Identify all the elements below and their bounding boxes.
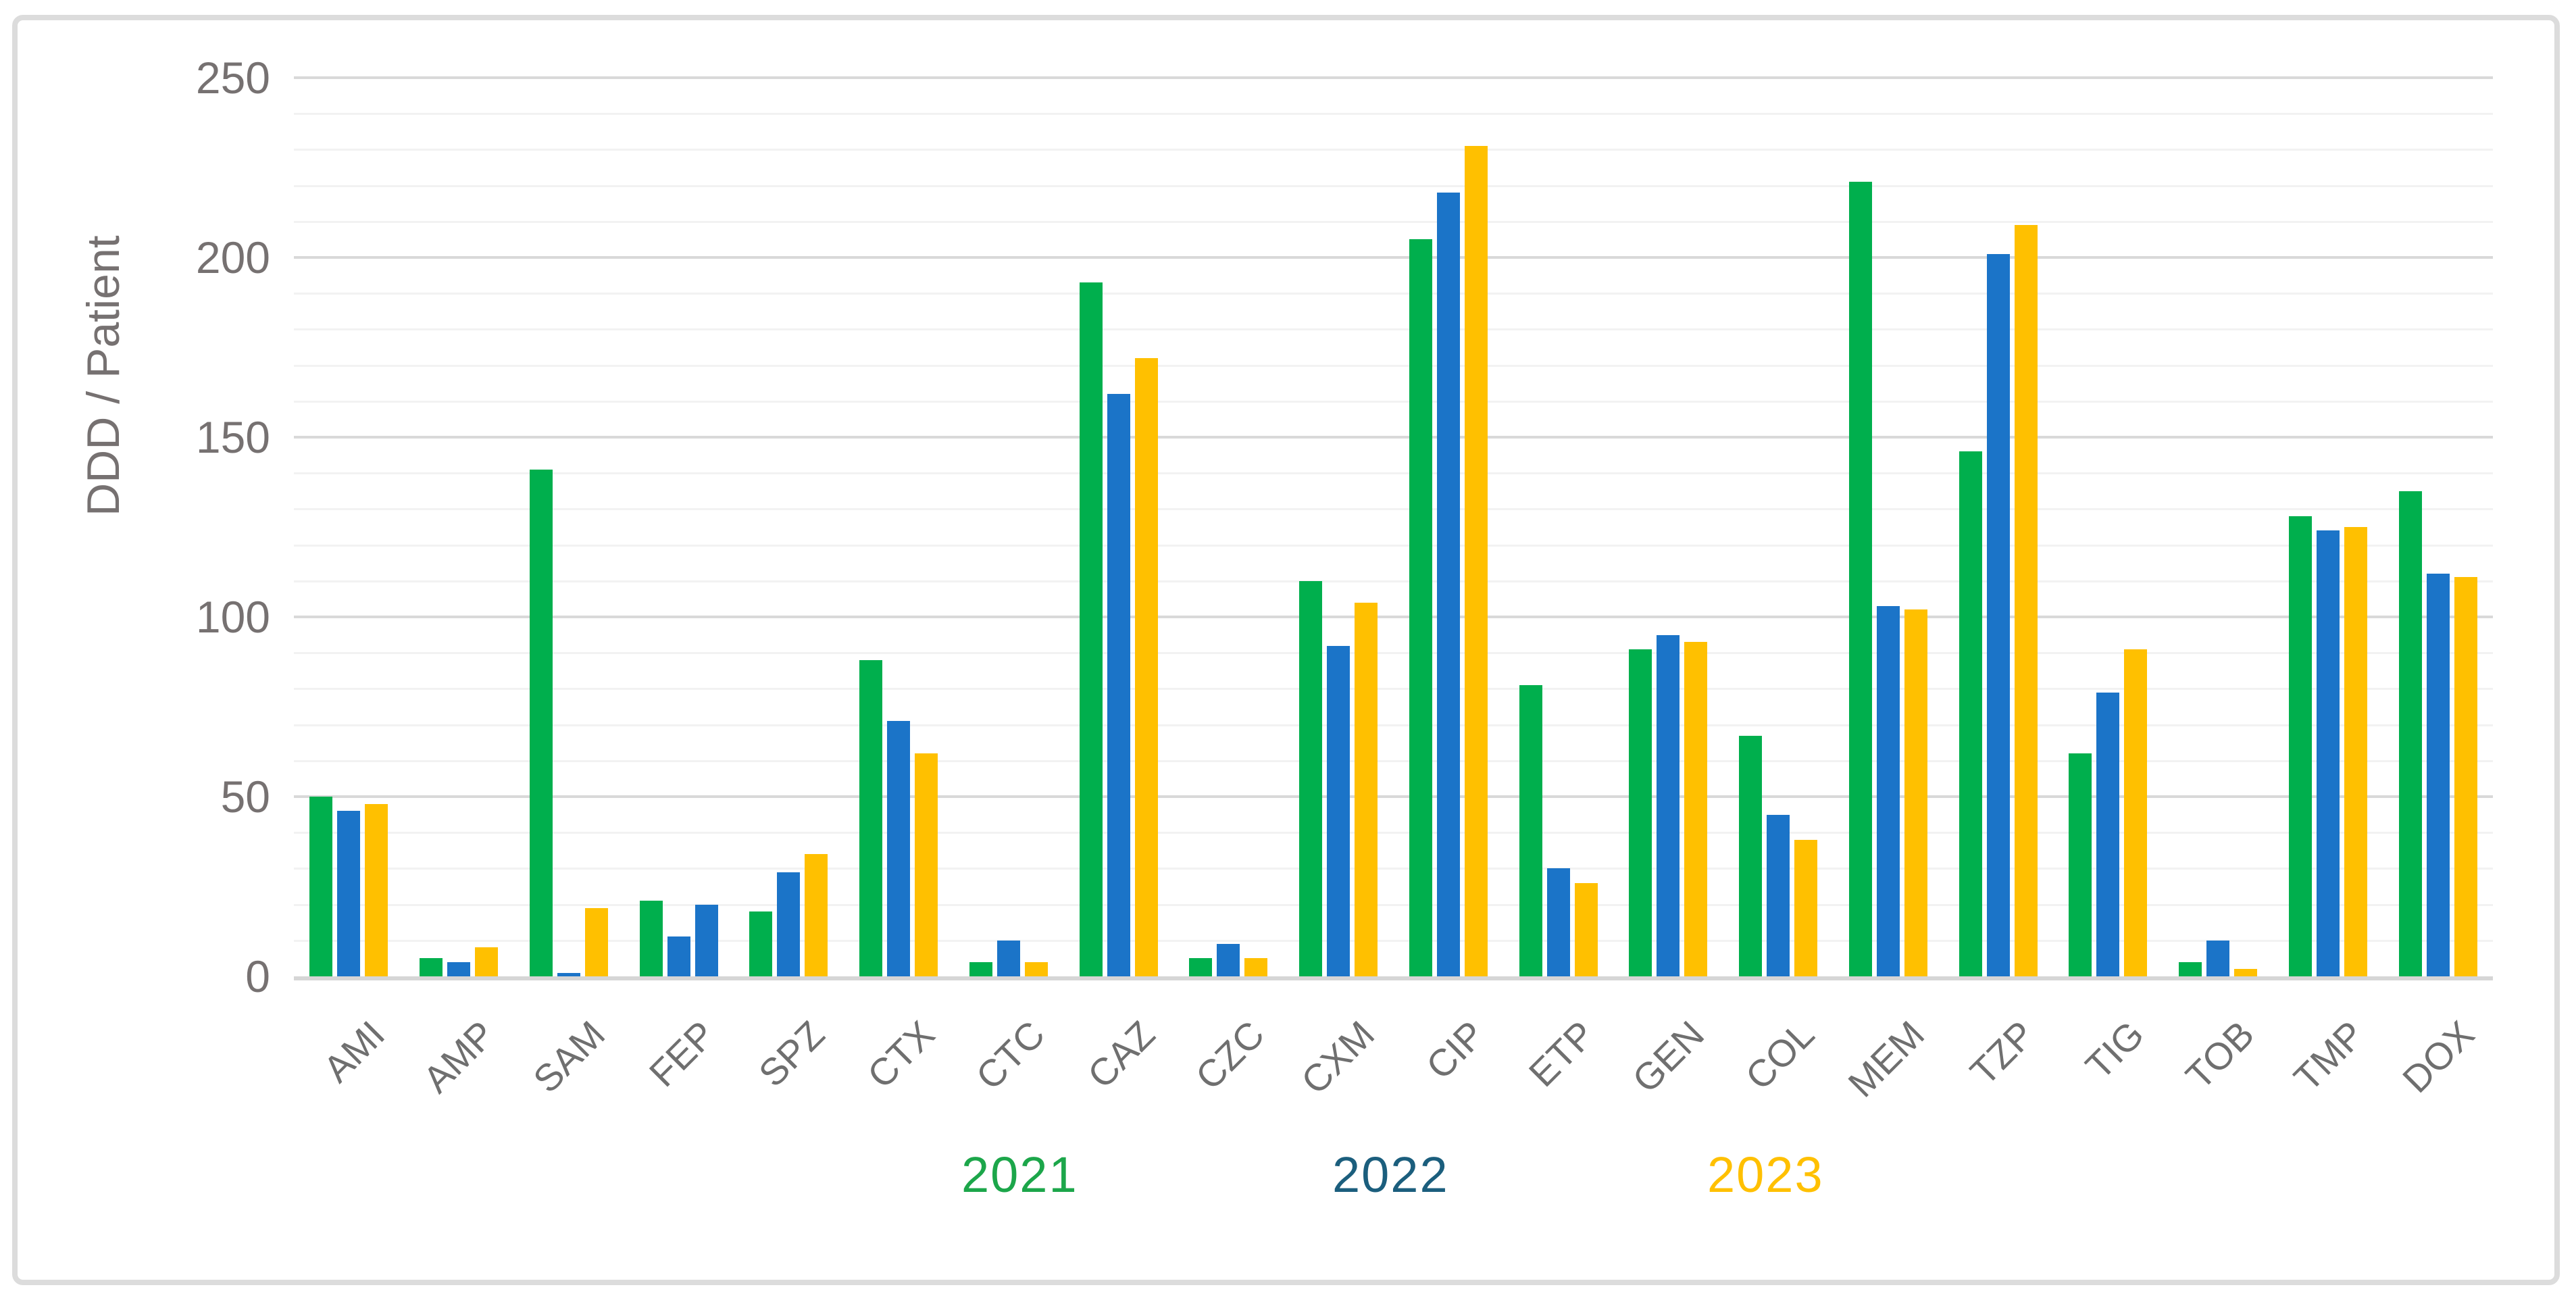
bar-COL-2022 [1767, 814, 1790, 976]
bar-TZP-2021 [1959, 451, 1982, 976]
y-tick-label-50: 50 [220, 772, 270, 822]
bar-TIG-2021 [2069, 753, 2092, 976]
bar-CAZ-2022 [1107, 394, 1130, 976]
bar-MEM-2023 [1904, 609, 1927, 976]
bar-TMP-2022 [2316, 530, 2340, 976]
bar-MEM-2021 [1848, 182, 1872, 976]
bar-MEM-2022 [1876, 606, 1900, 976]
minor-gridline-120 [294, 544, 2493, 547]
bar-SPZ-2023 [805, 854, 828, 976]
bar-TOB-2021 [2179, 961, 2202, 976]
bar-AMI-2021 [309, 797, 333, 976]
bar-CIP-2021 [1409, 239, 1432, 976]
bar-ETP-2022 [1546, 868, 1570, 976]
y-tick-label-0: 0 [245, 951, 270, 1001]
y-tick-label-250: 250 [195, 53, 270, 103]
bar-CTX-2022 [887, 721, 911, 976]
bar-TMP-2021 [2288, 516, 2312, 976]
bar-GEN-2023 [1684, 642, 1708, 976]
bar-ETP-2021 [1519, 685, 1542, 976]
major-gridline-50 [294, 795, 2493, 798]
bar-SPZ-2022 [777, 872, 801, 976]
bar-GEN-2022 [1657, 634, 1680, 976]
bar-CXM-2022 [1327, 645, 1350, 976]
bar-CZC-2023 [1244, 958, 1268, 976]
legend-item-2021: 2021 [961, 1147, 1078, 1203]
bar-FEP-2022 [667, 936, 690, 976]
minor-gridline-140 [294, 472, 2493, 475]
minor-gridline-220 [294, 184, 2493, 187]
minor-gridline-170 [294, 364, 2493, 367]
minor-gridline-10 [294, 939, 2493, 942]
minor-gridline-60 [294, 759, 2493, 762]
bar-SPZ-2021 [749, 911, 773, 976]
bar-COL-2023 [1794, 839, 1818, 976]
bar-CZC-2022 [1217, 944, 1240, 976]
bar-AMP-2021 [420, 958, 443, 976]
bar-SAM-2021 [529, 469, 553, 976]
minor-gridline-30 [294, 868, 2493, 870]
major-gridline-150 [294, 436, 2493, 439]
major-gridline-100 [294, 616, 2493, 618]
bar-CZC-2021 [1189, 958, 1213, 976]
bar-TZP-2023 [2014, 225, 2038, 976]
bar-AMI-2023 [365, 803, 388, 976]
y-tick-label-200: 200 [195, 232, 270, 282]
minor-gridline-130 [294, 508, 2493, 511]
bar-CTC-2022 [996, 940, 1020, 976]
bar-COL-2021 [1739, 735, 1763, 976]
minor-gridline-70 [294, 724, 2493, 726]
minor-gridline-240 [294, 113, 2493, 116]
bar-TMP-2023 [2344, 527, 2367, 976]
bar-CAZ-2021 [1079, 282, 1103, 976]
bar-AMI-2022 [337, 811, 361, 976]
y-tick-label-150: 150 [195, 412, 270, 462]
bar-CAZ-2023 [1134, 357, 1158, 976]
minor-gridline-90 [294, 652, 2493, 655]
bar-DOX-2022 [2426, 574, 2450, 976]
bar-FEP-2023 [694, 904, 718, 976]
minor-gridline-180 [294, 328, 2493, 331]
bar-CIP-2022 [1436, 193, 1460, 976]
bar-TIG-2023 [2124, 649, 2148, 976]
minor-gridline-110 [294, 580, 2493, 582]
major-gridline-200 [294, 256, 2493, 259]
bar-FEP-2021 [639, 901, 663, 976]
bar-AMP-2023 [475, 947, 499, 976]
bar-TOB-2023 [2234, 969, 2258, 976]
minor-gridline-40 [294, 832, 2493, 834]
bar-GEN-2021 [1629, 649, 1652, 976]
bar-TZP-2022 [1986, 253, 2010, 976]
bar-CTC-2021 [969, 961, 992, 976]
minor-gridline-190 [294, 293, 2493, 295]
bar-TIG-2022 [2096, 692, 2120, 976]
bar-CTX-2021 [859, 659, 883, 976]
minor-gridline-210 [294, 220, 2493, 223]
minor-gridline-20 [294, 903, 2493, 906]
y-tick-label-100: 100 [195, 592, 270, 642]
minor-gridline-230 [294, 149, 2493, 151]
bar-CXM-2023 [1355, 602, 1378, 976]
bar-DOX-2021 [2398, 491, 2422, 976]
bar-ETP-2023 [1574, 882, 1598, 976]
bar-CTX-2023 [915, 753, 938, 976]
bar-SAM-2022 [557, 972, 580, 976]
y-axis-title: DDD / Patient [78, 235, 129, 516]
bar-SAM-2023 [584, 907, 608, 976]
bar-AMP-2022 [447, 961, 471, 976]
bar-CXM-2021 [1299, 580, 1323, 976]
minor-gridline-160 [294, 400, 2493, 403]
legend-item-2022: 2022 [1332, 1147, 1449, 1203]
minor-gridline-80 [294, 688, 2493, 691]
bar-DOX-2023 [2454, 577, 2477, 976]
bar-CIP-2023 [1464, 146, 1488, 976]
major-gridline-250 [294, 76, 2493, 79]
legend-item-2023: 2023 [1707, 1147, 1824, 1203]
bar-TOB-2022 [2206, 940, 2230, 976]
bar-CTC-2023 [1024, 961, 1048, 976]
x-axis-line [294, 976, 2493, 980]
